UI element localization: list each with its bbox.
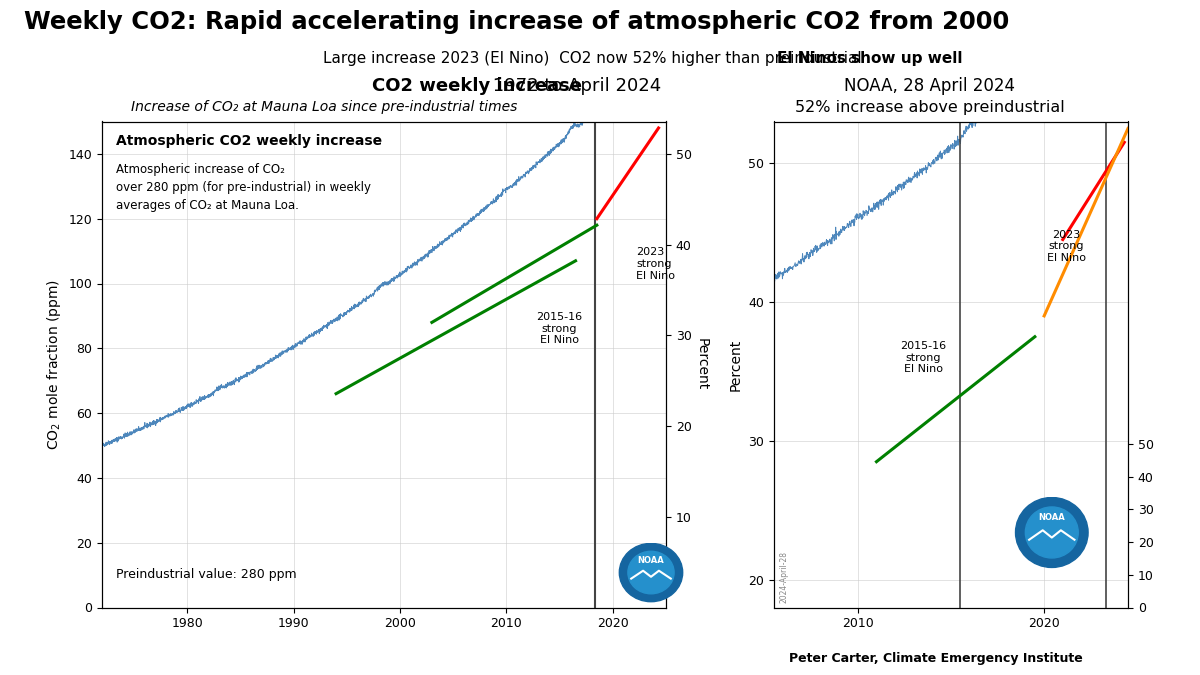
Text: 52% increase above preindustrial: 52% increase above preindustrial bbox=[796, 100, 1064, 115]
Text: NOAA: NOAA bbox=[1038, 514, 1066, 522]
Text: 2023
strong
El Nino: 2023 strong El Nino bbox=[1048, 230, 1086, 263]
Text: 2024-April-28: 2024-April-28 bbox=[779, 551, 788, 603]
Text: Atmospheric increase of CO₂: Atmospheric increase of CO₂ bbox=[116, 163, 284, 176]
Circle shape bbox=[628, 551, 674, 594]
Text: 2015-16
strong
El Nino: 2015-16 strong El Nino bbox=[536, 313, 583, 346]
Y-axis label: Percent: Percent bbox=[728, 338, 743, 391]
Text: Preindustrial value: 280 ppm: Preindustrial value: 280 ppm bbox=[116, 568, 296, 580]
Text: over 280 ppm (for pre-industrial) in weekly: over 280 ppm (for pre-industrial) in wee… bbox=[116, 181, 371, 194]
Circle shape bbox=[1025, 507, 1079, 558]
Text: Peter Carter, Climate Emergency Institute: Peter Carter, Climate Emergency Institut… bbox=[790, 652, 1082, 665]
Text: 1972 to April 2024: 1972 to April 2024 bbox=[372, 77, 661, 95]
Text: NOAA: NOAA bbox=[637, 556, 665, 565]
Text: averages of CO₂ at Mauna Loa.: averages of CO₂ at Mauna Loa. bbox=[116, 198, 299, 212]
Text: Atmospheric CO2 weekly increase: Atmospheric CO2 weekly increase bbox=[116, 134, 383, 148]
Text: Increase of CO₂ at Mauna Loa since pre-industrial times: Increase of CO₂ at Mauna Loa since pre-i… bbox=[131, 100, 517, 114]
Text: Weekly CO2: Rapid accelerating increase of atmospheric CO2 from 2000: Weekly CO2: Rapid accelerating increase … bbox=[24, 10, 1009, 34]
Text: Large increase 2023 (El Nino)  CO2 now 52% higher than preindustrial: Large increase 2023 (El Nino) CO2 now 52… bbox=[323, 51, 877, 65]
Text: NOAA, 28 April 2024: NOAA, 28 April 2024 bbox=[845, 77, 1015, 95]
Y-axis label: Percent: Percent bbox=[695, 338, 708, 391]
Circle shape bbox=[1015, 497, 1088, 568]
Text: 2015-16
strong
El Nino: 2015-16 strong El Nino bbox=[900, 341, 946, 374]
Text: CO2 weekly increase: CO2 weekly increase bbox=[372, 77, 582, 95]
Circle shape bbox=[619, 543, 683, 601]
Text: 2023
strong
El Nino: 2023 strong El Nino bbox=[636, 248, 676, 281]
Y-axis label: CO$_2$ mole fraction (ppm): CO$_2$ mole fraction (ppm) bbox=[44, 279, 62, 450]
Text: El Ninos show up well: El Ninos show up well bbox=[778, 51, 962, 65]
